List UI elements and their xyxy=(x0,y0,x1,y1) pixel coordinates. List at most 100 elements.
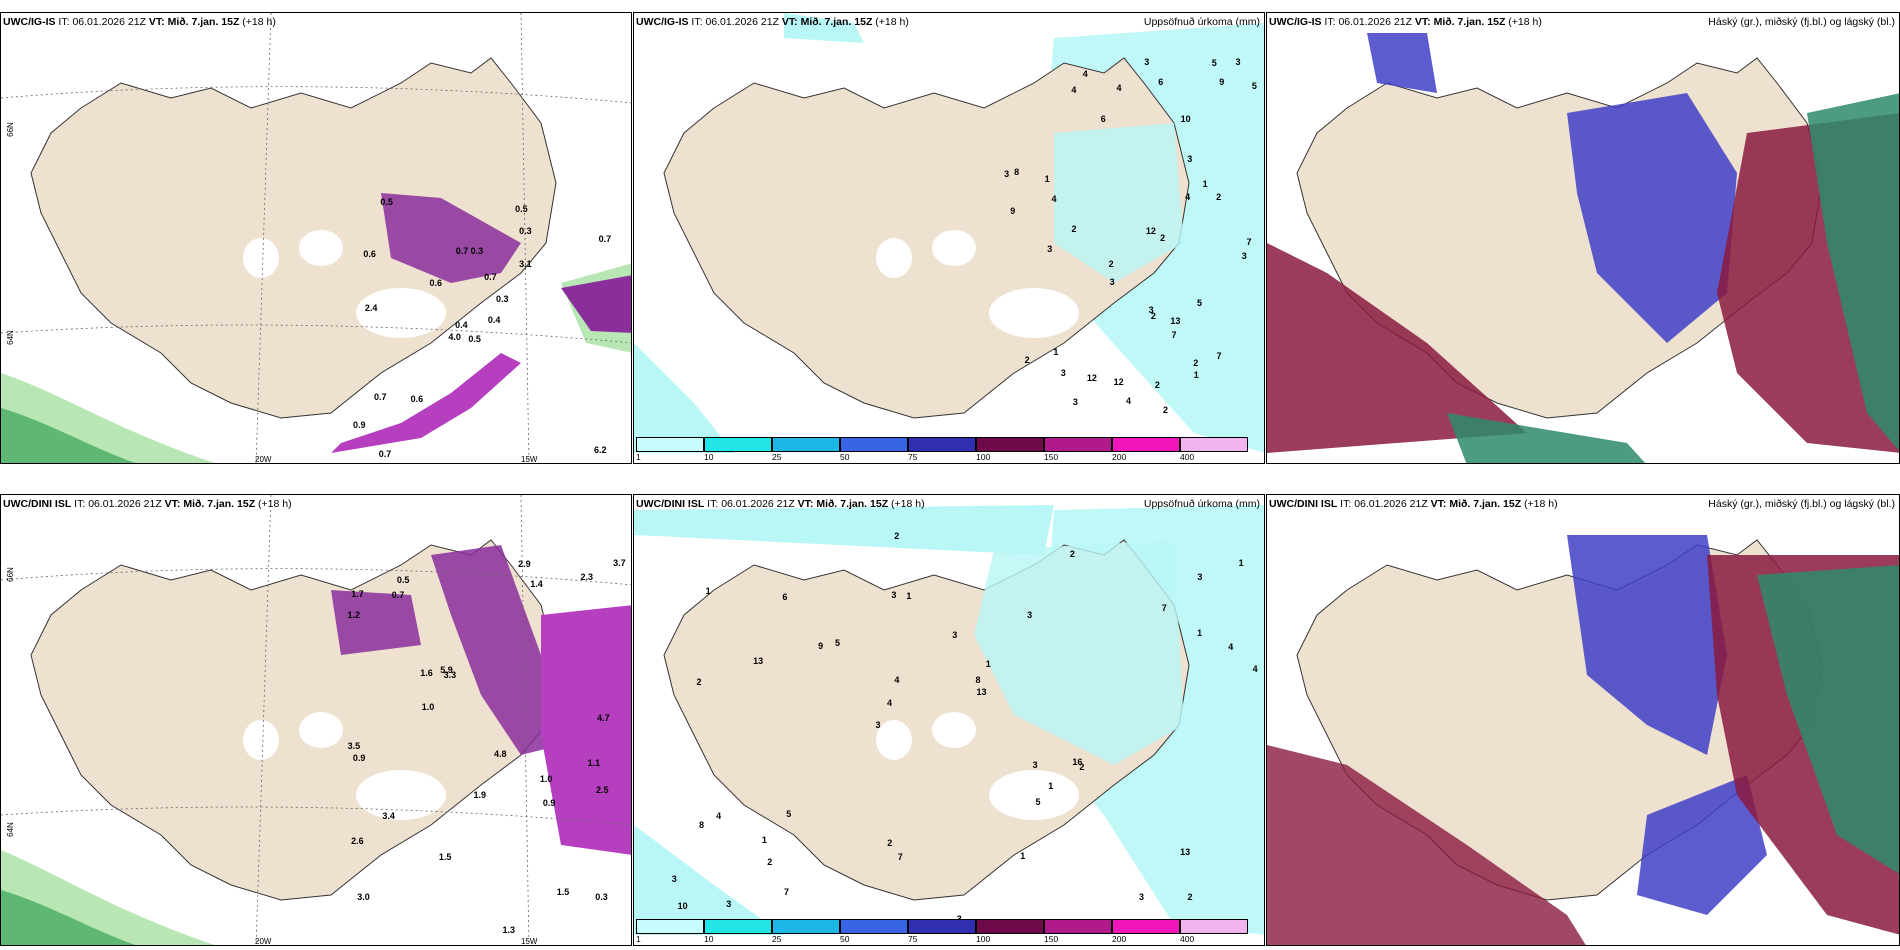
panel-header: UWC/DINI ISL IT: 06.01.2026 21Z VT: Mið.… xyxy=(636,498,925,510)
colorbar-swatch xyxy=(704,437,772,452)
map-value-label: 1.9 xyxy=(473,789,487,800)
map-value-label: 0.7 xyxy=(455,245,469,256)
colorbar-label: 75 xyxy=(908,452,918,462)
colorbar-label: 1 xyxy=(636,452,641,462)
lead-time: (+18 h) xyxy=(242,16,276,28)
map-value-label: 1.0 xyxy=(539,773,553,784)
map-value-label: 7 xyxy=(1216,351,1222,362)
it-value: 06.01.2026 21Z xyxy=(72,16,146,28)
precip-green-dense-area xyxy=(1,408,136,463)
panel-header: UWC/IG-IS IT: 06.01.2026 21Z VT: Mið. 7.… xyxy=(1269,16,1542,28)
map-value-label: 4.8 xyxy=(494,748,507,759)
map-canvas xyxy=(634,505,1264,935)
lead-time: (+18 h) xyxy=(875,16,909,28)
map-value-label: 1 xyxy=(985,659,991,670)
cloud-area-high xyxy=(1367,33,1437,93)
value-labels: 1.0 1.1 3.0 0.5 3.3 1.5 2.6 1.4 1.6 1.3 1.2 3.5 1.7 0… xyxy=(1,495,631,945)
precip-area-sw xyxy=(634,825,784,935)
map-value-label: 4 xyxy=(716,811,722,822)
map-value-label: 6 xyxy=(1158,77,1164,88)
map-value-label: 2 xyxy=(1150,311,1156,322)
it-value: 06.01.2026 21Z xyxy=(721,498,795,510)
map-value-label: 4 xyxy=(1185,191,1191,202)
colorbar-swatch xyxy=(976,919,1044,934)
map-value-label: 2 xyxy=(1187,892,1193,903)
vt-label: VT: xyxy=(797,498,814,510)
vt-value: Mið. 7.jan. 15Z xyxy=(816,498,889,510)
map-value-label: 0.7 xyxy=(378,449,392,460)
panel-igis-mslp-snow: UWC/IG-IS IT: 06.01.2026 21Z VT: Mið. 7.… xyxy=(0,12,632,464)
lead-time: (+18 h) xyxy=(258,498,292,510)
map-value-label: 3 xyxy=(1032,759,1038,770)
map-value-label: 4 xyxy=(1082,69,1088,80)
map-value-label: 1.7 xyxy=(351,588,364,599)
panel-dini-mslp-snow: UWC/DINI ISL IT: 06.01.2026 21Z VT: Mið.… xyxy=(0,494,632,946)
glacier xyxy=(299,230,343,266)
map-value-label: 3 xyxy=(952,629,958,640)
map-value-label: 1.5 xyxy=(438,852,452,863)
map-value-label: 3 xyxy=(1187,154,1193,165)
glacier xyxy=(932,712,976,748)
colorbar-label: 150 xyxy=(1044,452,1059,462)
colorbar-swatch xyxy=(908,919,976,934)
vt-label: VT: xyxy=(164,498,181,510)
map-value-label: 3.1 xyxy=(519,258,532,269)
colorbar-swatch xyxy=(636,437,704,452)
value-labels: 2233333345321121243142462531316391357481… xyxy=(634,495,1264,945)
lon-label: 20W xyxy=(255,455,272,464)
colorbar-swatch xyxy=(1180,437,1248,452)
colorbar-label: 100 xyxy=(976,934,991,944)
map-value-label: 1 xyxy=(705,586,711,597)
map-value-label: 3 xyxy=(1197,572,1203,583)
map-value-label: 3.5 xyxy=(347,740,361,751)
panel-title: Háský (gr.), miðský (fj.bl.) og lágský (… xyxy=(1708,16,1895,28)
colorbar-swatch xyxy=(1112,437,1180,452)
it-value: 06.01.2026 21Z xyxy=(1354,498,1428,510)
lead-time: (+18 h) xyxy=(891,498,925,510)
map-value-label: 0.9 xyxy=(352,753,366,764)
map-value-label: 2 xyxy=(1154,380,1160,391)
map-value-label: 7 xyxy=(1171,330,1177,341)
cloud-area-high xyxy=(1567,535,1727,755)
glacier xyxy=(356,288,446,338)
map-value-label: 1.6 xyxy=(420,667,433,678)
glacier xyxy=(932,230,976,266)
vt-label: VT: xyxy=(781,16,798,28)
map-value-label: 2 xyxy=(894,531,900,542)
cloud-area-mid xyxy=(1267,745,1586,945)
map-value-label: 0.5 xyxy=(380,196,393,207)
panel-title: Háský (gr.), miðský (fj.bl.) og lágský (… xyxy=(1708,498,1895,510)
vt-label: VT: xyxy=(1414,16,1431,28)
map-canvas xyxy=(1267,535,1899,945)
lead-time: (+18 h) xyxy=(1524,498,1558,510)
it-label: IT: xyxy=(1340,498,1352,510)
map-value-label: 4 xyxy=(886,697,892,708)
panel-title: Uppsöfnuð úrkoma (mm) xyxy=(1143,498,1260,510)
precip-green-dense-area xyxy=(1,890,136,945)
colorbar-label: 100 xyxy=(976,452,991,462)
map-value-label: 9 xyxy=(818,641,824,652)
map-value-label: 3 xyxy=(875,720,881,731)
cloud-area-high xyxy=(1637,775,1767,915)
map-canvas xyxy=(1267,33,1899,463)
map-value-label: 1.5 xyxy=(556,887,570,898)
panel-header: UWC/IG-IS IT: 06.01.2026 21Z VT: Mið. 7.… xyxy=(636,16,909,28)
map-value-label: 1 xyxy=(1193,369,1199,380)
colorbar-label: 50 xyxy=(840,452,850,462)
map-value-label: 2 xyxy=(767,856,773,867)
map-value-label: 1 xyxy=(1048,780,1054,791)
colorbar-label: 400 xyxy=(1180,934,1195,944)
map-value-label: 5 xyxy=(1251,81,1257,92)
colorbar-label: 200 xyxy=(1112,934,1127,944)
colorbar-swatch xyxy=(1044,437,1112,452)
it-label: IT: xyxy=(707,498,719,510)
colorbar-swatch xyxy=(704,919,772,934)
map-value-label: 0.3 xyxy=(470,246,484,257)
precip-area xyxy=(784,13,864,43)
map-value-label: 0.6 xyxy=(429,277,442,288)
map-value-label: 2 xyxy=(1071,224,1077,235)
map-value-label: 7 xyxy=(784,886,790,897)
map-value-label: 2 xyxy=(1216,192,1222,203)
colorbar-label: 10 xyxy=(704,452,714,462)
map-value-label: 0.5 xyxy=(468,334,481,345)
